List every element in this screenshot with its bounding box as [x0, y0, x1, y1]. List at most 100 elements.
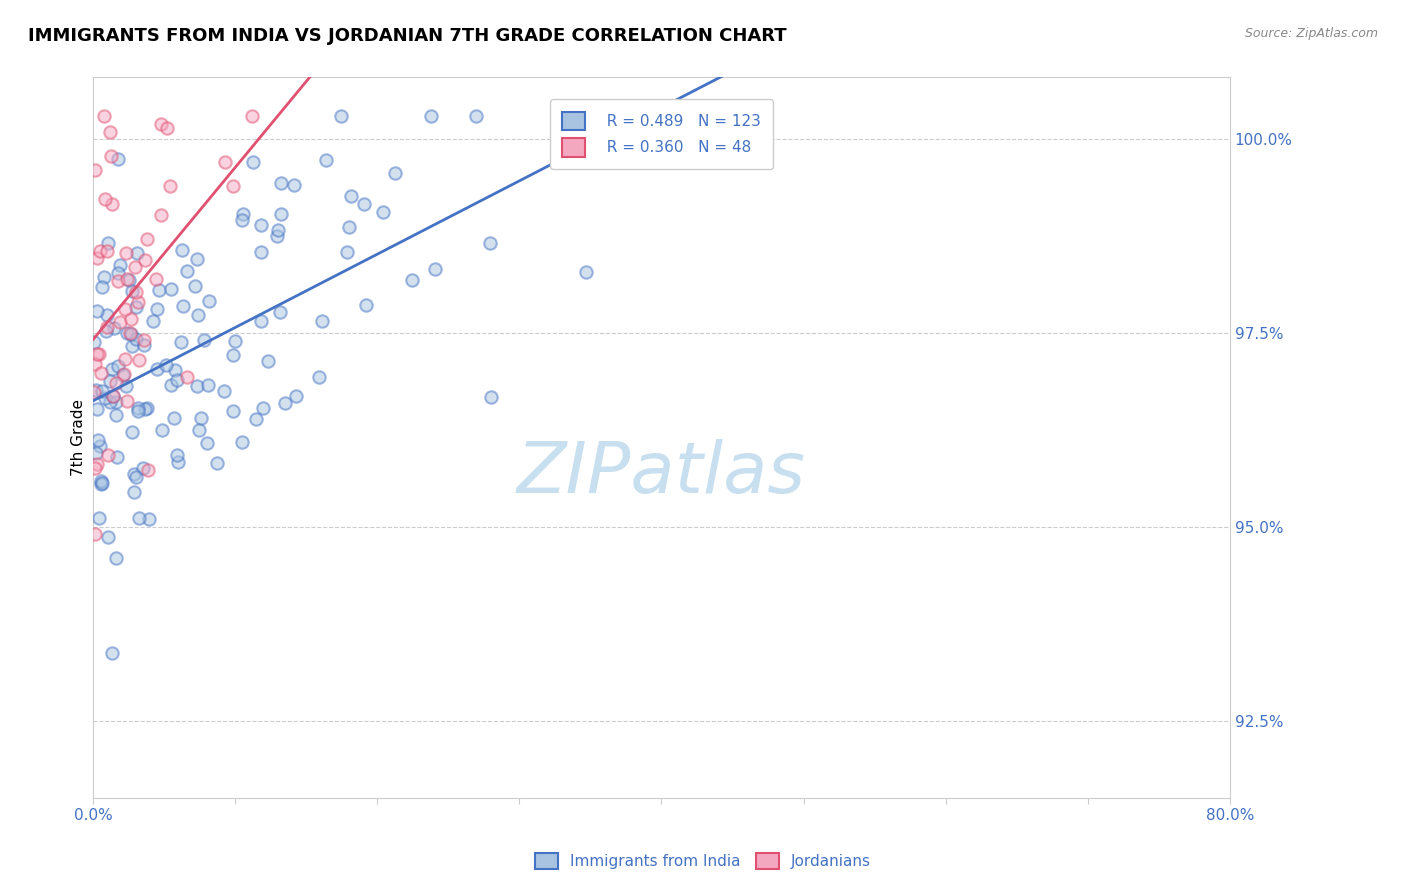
Point — [193, 334, 215, 348]
Point — [100, 149, 122, 163]
Point — [160, 282, 183, 296]
Point — [142, 314, 165, 328]
Legend: Immigrants from India, Jordanians: Immigrants from India, Jordanians — [529, 847, 877, 875]
Point — [124, 332, 146, 346]
Point — [107, 266, 129, 280]
Point — [465, 109, 488, 123]
Point — [150, 423, 173, 437]
Point — [114, 379, 136, 393]
Point — [138, 512, 160, 526]
Point — [97, 235, 120, 250]
Point — [257, 354, 280, 368]
Point — [166, 455, 188, 469]
Point — [105, 450, 128, 464]
Point — [479, 390, 502, 404]
Point — [94, 192, 117, 206]
Point — [146, 361, 169, 376]
Point — [176, 264, 198, 278]
Point — [101, 646, 124, 660]
Text: Source: ZipAtlas.com: Source: ZipAtlas.com — [1244, 27, 1378, 40]
Point — [86, 401, 108, 416]
Point — [283, 178, 305, 192]
Point — [101, 362, 124, 376]
Point — [114, 352, 136, 367]
Point — [124, 300, 146, 314]
Point — [84, 357, 107, 371]
Point — [315, 153, 337, 168]
Point — [266, 229, 288, 244]
Point — [336, 244, 359, 259]
Point — [166, 373, 188, 387]
Point — [274, 395, 297, 409]
Point — [93, 109, 115, 123]
Point — [308, 369, 330, 384]
Point — [124, 467, 146, 481]
Point — [172, 244, 194, 258]
Point — [214, 155, 236, 169]
Point — [84, 446, 107, 460]
Point — [86, 457, 108, 471]
Point — [252, 401, 274, 415]
Point — [166, 448, 188, 462]
Point — [245, 411, 267, 425]
Point — [187, 308, 209, 322]
Point — [107, 152, 129, 166]
Point — [270, 207, 292, 221]
Point — [132, 338, 155, 352]
Point — [96, 325, 118, 339]
Point — [224, 334, 246, 349]
Point — [159, 377, 181, 392]
Point — [479, 235, 502, 250]
Point — [242, 155, 264, 169]
Point — [91, 384, 114, 398]
Point — [111, 368, 134, 382]
Point — [83, 334, 105, 349]
Point — [124, 260, 146, 275]
Point — [124, 484, 146, 499]
Point — [232, 207, 254, 221]
Point — [172, 299, 194, 313]
Point — [98, 125, 121, 139]
Point — [165, 363, 187, 377]
Point — [212, 384, 235, 398]
Point — [96, 320, 118, 334]
Point — [197, 377, 219, 392]
Point — [112, 367, 135, 381]
Point — [134, 252, 156, 267]
Point — [135, 232, 157, 246]
Point — [339, 189, 361, 203]
Point — [135, 401, 157, 416]
Point — [145, 271, 167, 285]
Point — [125, 470, 148, 484]
Point — [249, 314, 271, 328]
Point — [90, 366, 112, 380]
Point — [96, 309, 118, 323]
Point — [87, 347, 110, 361]
Point — [186, 378, 208, 392]
Text: IMMIGRANTS FROM INDIA VS JORDANIAN 7TH GRADE CORRELATION CHART: IMMIGRANTS FROM INDIA VS JORDANIAN 7TH G… — [28, 27, 787, 45]
Point — [83, 385, 105, 400]
Point — [83, 526, 105, 541]
Point — [107, 274, 129, 288]
Point — [125, 285, 148, 299]
Point — [127, 401, 149, 415]
Point — [354, 298, 377, 312]
Point — [155, 358, 177, 372]
Point — [337, 219, 360, 234]
Point — [90, 280, 112, 294]
Point — [190, 411, 212, 425]
Point — [115, 326, 138, 340]
Point — [101, 389, 124, 403]
Point — [250, 219, 273, 233]
Point — [97, 448, 120, 462]
Point — [125, 246, 148, 260]
Point — [103, 320, 125, 334]
Point — [118, 273, 141, 287]
Point — [120, 311, 142, 326]
Point — [231, 434, 253, 449]
Point — [94, 392, 117, 406]
Point — [87, 510, 110, 524]
Point — [176, 370, 198, 384]
Point — [127, 404, 149, 418]
Point — [222, 179, 245, 194]
